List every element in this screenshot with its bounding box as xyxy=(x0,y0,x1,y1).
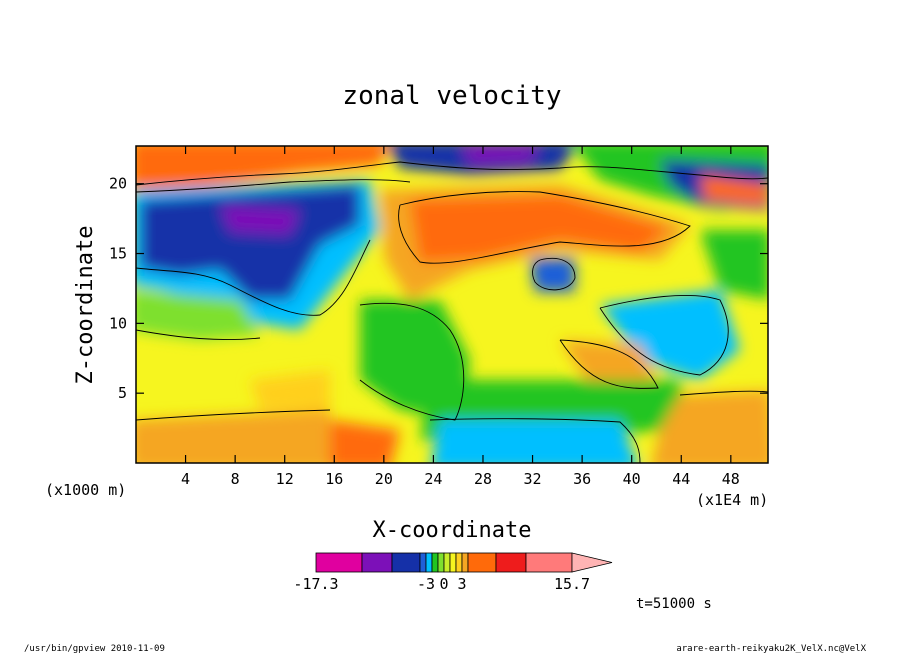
colorbar-extension-arrow xyxy=(571,552,613,573)
footer-left: /usr/bin/gpview 2010-11-09 xyxy=(24,644,165,654)
footer-right: arare-earth-reikyaku2K_VelX.nc@VelX xyxy=(676,644,866,654)
colorbar-segment xyxy=(455,552,463,573)
field-region-bottom-mid-yellow xyxy=(250,370,330,410)
colorbar-segment xyxy=(525,552,573,573)
x-tick-label: 8 xyxy=(231,470,240,488)
colorbar-segment xyxy=(443,552,451,573)
x-tick-label: 24 xyxy=(424,470,442,488)
x-unit-right: (x1E4 m) xyxy=(696,491,768,509)
colorbar-segment xyxy=(361,552,393,573)
contour-line xyxy=(679,390,768,396)
x-tick-label: 36 xyxy=(573,470,591,488)
field-region-left-blue xyxy=(140,185,360,300)
colorbar-segment xyxy=(431,552,439,573)
colorbar-segment xyxy=(461,552,469,573)
chart-title: zonal velocity xyxy=(342,81,561,111)
contour-line xyxy=(136,179,411,193)
colorbar-label: 3 xyxy=(457,575,466,593)
field-region-bottom-left-orange xyxy=(136,410,330,463)
x-tick-label: 28 xyxy=(474,470,492,488)
x-tick-label: 48 xyxy=(722,470,740,488)
field-region-right-green xyxy=(700,230,768,300)
y-ticks: 5 10 15 20 xyxy=(109,175,768,402)
field-region-right-cyan xyxy=(600,290,740,380)
contour-line xyxy=(398,191,691,264)
x-tick-label: 16 xyxy=(325,470,343,488)
velocity-field xyxy=(136,146,768,463)
field-region-left-purple xyxy=(220,205,300,235)
x-axis-label: X-coordinate xyxy=(373,518,532,543)
colorbar-segment xyxy=(315,552,363,573)
x-unit-left: (x1000 m) xyxy=(45,481,126,499)
x-tick-label: 44 xyxy=(672,470,690,488)
x-tick-label: 40 xyxy=(623,470,641,488)
contour-line xyxy=(429,418,641,463)
contour-line xyxy=(136,329,261,341)
colorbar-label: -3 xyxy=(417,575,435,593)
contour-line xyxy=(559,339,659,389)
contour-line xyxy=(359,302,465,421)
field-region-top-right-orange xyxy=(700,175,768,205)
colorbar-segment xyxy=(425,552,433,573)
x-ticks: 4 8 12 16 20 24 28 32 36 40 44 48 xyxy=(181,146,740,488)
contour-line xyxy=(136,161,768,186)
field-region-top-purple-core xyxy=(460,146,540,164)
field-region-bottom-mid-orange xyxy=(330,420,400,463)
colorbar-segment xyxy=(391,552,421,573)
y-tick-label: 15 xyxy=(109,245,127,263)
plot-frame xyxy=(135,145,769,464)
colorbar-label: 0 xyxy=(439,575,448,593)
y-tick-label: 10 xyxy=(109,314,127,332)
colorbar-segment xyxy=(467,552,497,573)
contour-line xyxy=(599,294,729,376)
field-region-right-orange xyxy=(560,340,660,390)
colorbar-label: -17.3 xyxy=(293,575,338,593)
contour-line xyxy=(532,258,576,291)
colorbar-label: 15.7 xyxy=(554,575,590,593)
field-region-bottom-cyan xyxy=(431,420,638,463)
contour-line xyxy=(136,409,331,421)
colorbar-segment xyxy=(419,552,427,573)
y-axis-label: Z-coordinate xyxy=(73,226,98,385)
x-tick-label: 4 xyxy=(181,470,190,488)
x-tick-label: 12 xyxy=(276,470,294,488)
field-region-center-blue-spot xyxy=(530,258,575,292)
field-region-bottom-orange xyxy=(651,390,768,463)
colorbar-labels: -17.3 -3 0 3 15.7 xyxy=(293,575,590,593)
contour-line xyxy=(136,239,371,316)
colorbar-segment xyxy=(437,552,445,573)
contour-lines xyxy=(136,161,768,463)
time-annotation: t=51000 s xyxy=(636,596,712,612)
colorbar-segment xyxy=(495,552,527,573)
plot-area xyxy=(136,146,768,463)
y-tick-label: 5 xyxy=(118,384,127,402)
colorbar xyxy=(315,552,613,573)
x-tick-label: 20 xyxy=(375,470,393,488)
y-tick-label: 20 xyxy=(109,175,127,193)
colorbar-segment xyxy=(449,552,457,573)
x-tick-label: 32 xyxy=(524,470,542,488)
field-region-left-green xyxy=(136,290,260,340)
